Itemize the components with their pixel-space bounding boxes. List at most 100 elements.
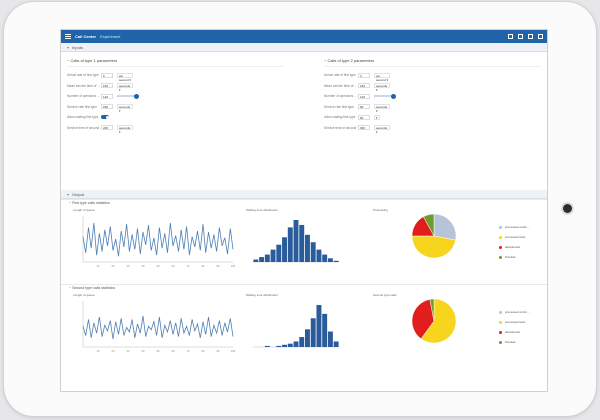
stats-block-title[interactable]: − First type calls statistics: [69, 201, 110, 205]
param-row: Arrival rate of first type 3 per second ▾: [324, 70, 541, 82]
param-value-input[interactable]: 50: [358, 114, 370, 120]
pie-label: Processing: [373, 208, 388, 212]
param-row: Allow waiting first type: [67, 112, 284, 123]
param-group-title[interactable]: − Calls of type 1 parameters: [67, 56, 284, 67]
pie-label: Second type calls: [373, 293, 397, 297]
legend-item[interactable]: Pended: [499, 337, 530, 347]
param-value-input[interactable]: 6: [101, 72, 113, 78]
param-value-input[interactable]: 300: [358, 125, 370, 131]
histogram-bar: [293, 341, 299, 347]
unit-select[interactable]: seconds ▾: [117, 83, 133, 92]
legend-item[interactable]: Pended: [499, 252, 530, 262]
param-value-input[interactable]: 200: [101, 125, 113, 131]
histogram-bar: [322, 313, 328, 347]
legend-item[interactable]: abandoned: [499, 242, 530, 252]
unit-select[interactable]: seconds ▾: [117, 125, 133, 134]
param-slider[interactable]: [117, 93, 139, 99]
line-chart-label: Length of queue: [73, 208, 95, 212]
x-tick-label: 50: [157, 349, 160, 353]
param-value-input[interactable]: 180: [101, 104, 113, 110]
app-brand: Call Center: [75, 34, 97, 39]
histogram-bar: [282, 344, 287, 347]
settings-icon[interactable]: [528, 34, 533, 39]
pie-slice: [411, 235, 456, 259]
output-header[interactable]: ▾ Output: [61, 190, 547, 199]
param-row: Number of operators ... 140: [67, 91, 284, 102]
legend-swatch: [499, 310, 502, 314]
param-group-title[interactable]: − Calls of type 2 parameters: [324, 56, 541, 67]
param-value-input[interactable]: 110: [358, 93, 370, 99]
legend-item[interactable]: processed later: [499, 317, 530, 327]
toggle-switch[interactable]: [101, 115, 109, 120]
legend-label: Pended: [505, 340, 516, 344]
legend-label: abandoned: [505, 245, 521, 249]
param-row: Number of operators ... 110: [324, 91, 541, 102]
tablet-frame: Call Center Experiment ▾ Inputs − Calls …: [4, 2, 596, 416]
histogram-bar: [299, 224, 305, 262]
unit-select[interactable]: seconds ▾: [117, 104, 133, 113]
inputs-header[interactable]: ▾ Inputs: [61, 43, 547, 52]
histogram-bar: [264, 345, 270, 347]
legend-item[interactable]: abandoned: [499, 327, 530, 337]
x-tick-label: 70: [187, 264, 190, 268]
x-tick-label: 10: [97, 349, 100, 353]
unit-select[interactable]: seconds ▾: [374, 104, 390, 113]
stats-block-title[interactable]: − Second type calls statistics: [69, 286, 116, 290]
x-tick-label: 30: [127, 349, 130, 353]
grid-icon[interactable]: [508, 34, 513, 39]
param-slider[interactable]: [374, 93, 396, 99]
unit-select[interactable]: per second ▾: [117, 72, 133, 82]
legend-swatch: [499, 255, 502, 259]
param-value-input[interactable]: 90: [358, 104, 370, 110]
unit-select[interactable]: seconds ▾: [374, 83, 390, 92]
line-chart-label: Length of queue: [73, 293, 95, 297]
param-label: Service rate first type: [67, 104, 97, 109]
histogram-bar: [259, 257, 265, 262]
unit-select[interactable]: per second ▾: [374, 72, 390, 82]
histogram-bar: [282, 237, 287, 262]
legend-label: processed later: [505, 235, 526, 239]
param-value-input[interactable]: 140: [101, 93, 113, 99]
histogram-bar: [327, 258, 333, 262]
histogram-label: Waiting time distribution: [246, 208, 278, 212]
x-tick-label: 90: [217, 349, 220, 353]
unit-select[interactable]: seconds ▾: [374, 125, 390, 134]
legend-item[interactable]: processed later: [499, 232, 530, 242]
param-value-input[interactable]: 160: [101, 83, 113, 89]
param-label: Service time of second: [67, 125, 100, 130]
pie-slice: [420, 298, 457, 344]
breadcrumb[interactable]: Experiment: [100, 34, 121, 39]
param-row: Service time of second 200 seconds ▾: [67, 123, 284, 134]
param-value-input[interactable]: 150: [358, 83, 370, 89]
stats-block: − Second type calls statistics Length of …: [61, 284, 547, 369]
fullscreen-icon[interactable]: [518, 34, 523, 39]
chevron-down-icon: ▾: [67, 191, 70, 197]
param-group: − Calls of type 1 parameters Arrival rate…: [67, 56, 284, 160]
menu-icon[interactable]: [65, 34, 71, 39]
histogram-bar: [253, 259, 259, 262]
param-label: Number of operators ...: [324, 94, 357, 99]
legend-label: Pended: [505, 255, 516, 259]
x-tick-label: 30: [127, 264, 130, 268]
param-value-input[interactable]: 3: [358, 72, 370, 78]
param-row: Mean service time of ... 150 seconds ▾: [324, 81, 541, 92]
histogram-bar: [310, 242, 316, 262]
param-label: Arrival rate of first type: [324, 73, 356, 78]
pie-legend: processed ontim... processed later abandon…: [499, 307, 530, 347]
queue-line: [82, 222, 234, 257]
pie-slice: [433, 213, 457, 241]
histogram-bar: [316, 305, 322, 347]
legend-item[interactable]: processed ontim...: [499, 307, 530, 317]
x-tick-label: 100: [231, 264, 236, 268]
pie-slice: [429, 298, 435, 322]
x-tick-label: 80: [202, 264, 205, 268]
top-bar: Call Center Experiment: [61, 30, 547, 43]
user-icon[interactable]: [538, 34, 543, 39]
histogram-bar: [333, 341, 339, 347]
x-tick-label: 50: [157, 264, 160, 268]
unit-select[interactable]: ▾: [374, 114, 380, 120]
legend-item[interactable]: processed ontim...: [499, 222, 530, 232]
param-row: Service time of second 300 seconds ▾: [324, 123, 541, 134]
histogram-bar: [299, 337, 305, 347]
line-chart: 10 20 30 40 50 60 70 80 90 100: [82, 301, 236, 353]
